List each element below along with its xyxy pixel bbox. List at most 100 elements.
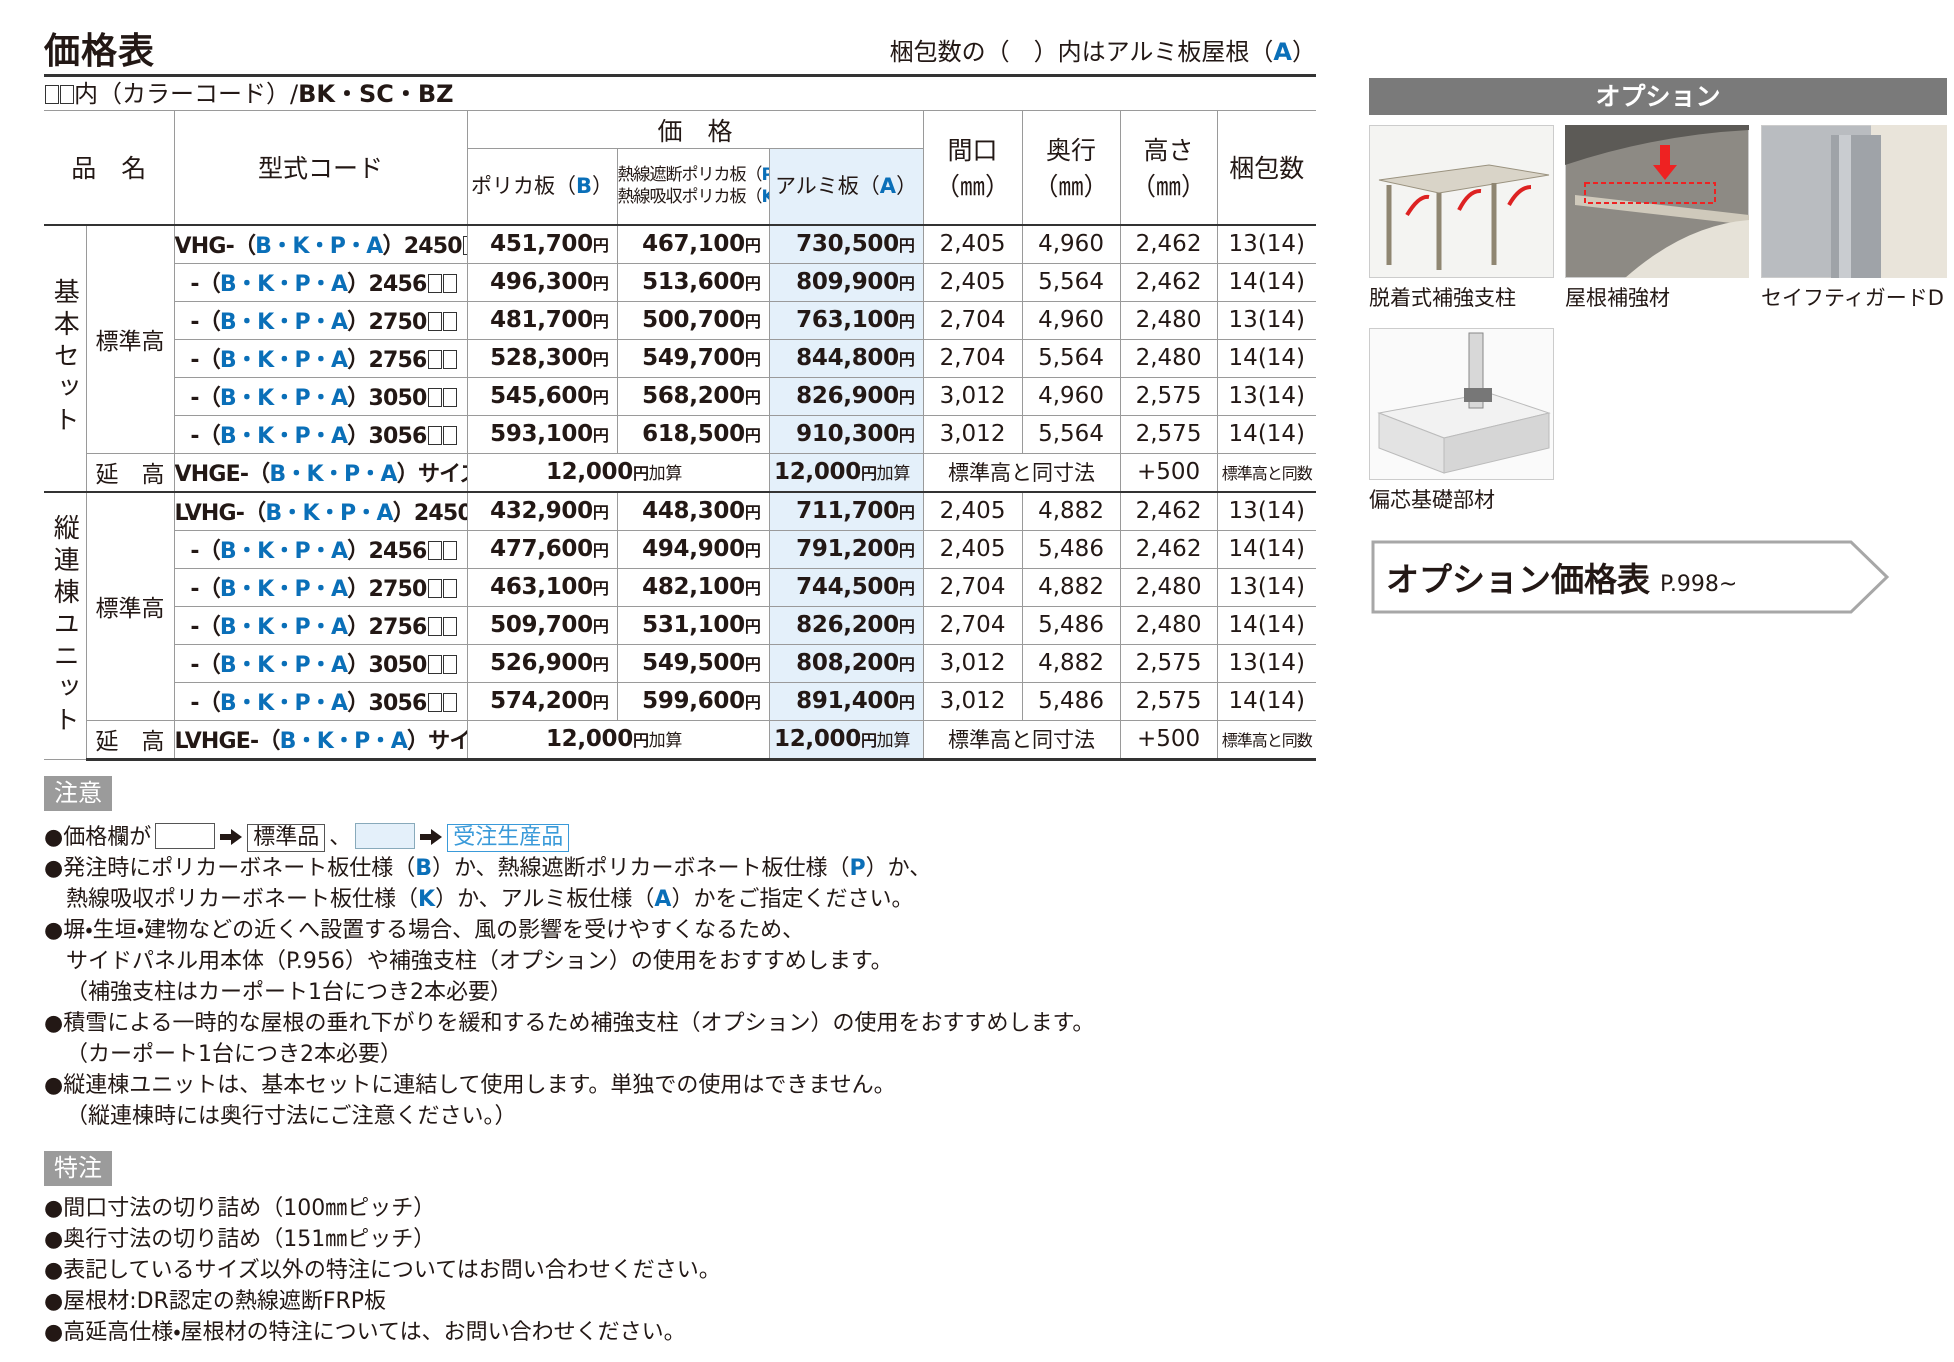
- pack: 14(14): [1228, 612, 1306, 638]
- color-box: [442, 388, 457, 407]
- price-cell: 574,200円: [466, 681, 618, 721]
- model-code: VHG-（: [174, 234, 256, 259]
- model-code: B・K・P・A: [219, 539, 348, 564]
- color-box: [60, 85, 74, 104]
- price-cell: 791,200円: [768, 529, 924, 569]
- title: 価格表: [44, 31, 156, 72]
- height-cell: 2,462: [1119, 262, 1218, 302]
- currency: 円: [592, 236, 609, 255]
- pack: 13(14): [1228, 498, 1306, 524]
- group-name: 基本セット: [49, 278, 80, 438]
- pack-cell: 13(14): [1216, 300, 1317, 340]
- price: 826,200: [796, 612, 899, 638]
- model-code: -（: [190, 539, 220, 564]
- currency: 円: [898, 236, 915, 255]
- price: 494,900: [642, 536, 745, 562]
- price: 451,700: [490, 231, 593, 257]
- width-cell: 2,704: [922, 338, 1023, 378]
- height-cell: 2,575: [1119, 681, 1218, 721]
- option-link-page[interactable]: P.998~: [1660, 572, 1738, 597]
- price: 482,100: [642, 574, 745, 600]
- subgroup-cell: 標準高: [85, 223, 175, 454]
- code-cell: VHG-（B・K・P・A）2450: [173, 223, 468, 264]
- color-code-line: 内（カラーコード）/BK・SC・BZ: [44, 78, 454, 110]
- currency: 円: [592, 388, 609, 407]
- header-depth: （㎜）: [1033, 172, 1109, 202]
- price: 467,100: [642, 231, 745, 257]
- legend-prefix: ●価格欄が: [44, 825, 152, 850]
- extended-row: 延 高LVHGE-（B・K・P・A）サイズ12,000円加算12,000円加算標…: [44, 719, 1317, 761]
- price-cell: 500,700円: [616, 300, 770, 340]
- notes-label: 注意: [44, 776, 112, 811]
- pack: 14(14): [1228, 269, 1306, 295]
- model-code: -（: [190, 272, 220, 297]
- header-heat: P: [762, 165, 769, 185]
- option-link-label[interactable]: オプション価格表: [1386, 560, 1650, 599]
- price: 509,700: [490, 612, 593, 638]
- currency: 円: [898, 693, 915, 712]
- depth-cell: 5,564: [1021, 262, 1121, 302]
- price: 744,500: [796, 574, 899, 600]
- model-code: ）3050: [347, 386, 427, 411]
- pack-cell: 13(14): [1216, 643, 1317, 683]
- note-text: （縦連棟時には奥行寸法にご注意ください。）: [66, 1104, 517, 1129]
- option-image: [1369, 328, 1554, 480]
- height: +500: [1136, 726, 1201, 752]
- option-link-button[interactable]: [1371, 540, 1891, 614]
- model-code: ）2450: [382, 234, 463, 259]
- width: 2,405: [939, 498, 1006, 524]
- model-code: B・K・P・A: [219, 272, 348, 297]
- price: 448,300: [642, 498, 745, 524]
- price: 568,200: [642, 383, 745, 409]
- price-cell: 826,900円: [768, 376, 924, 416]
- option-image: [1369, 125, 1554, 278]
- header-height: （㎜）: [1131, 172, 1207, 202]
- legend-swatch: [355, 823, 416, 849]
- header-row: 品 名 型式コード 価 格間口 （㎜） 奥行 （㎜） 高さ （㎜） 梱包数: [44, 110, 1317, 225]
- width-cell: 3,012: [922, 414, 1023, 454]
- model-code: LVHGE-（: [174, 729, 280, 754]
- color-box: [442, 274, 457, 293]
- width-cell: 2,704: [922, 567, 1023, 607]
- price-row: -（B・K・P・A）2750 463,100円 482,100円 744,500円 2,…: [44, 567, 1317, 607]
- depth: 5,486: [1038, 612, 1104, 638]
- color-box: [45, 85, 59, 104]
- note-text: ●縦連棟ユニットは、基本セットに連結して使用します。単独での使用はできません。: [44, 1073, 896, 1098]
- option-link[interactable]: オプション価格表 P.998~: [1386, 553, 1737, 601]
- width: 3,012: [939, 650, 1006, 676]
- price-cell: 481,700円: [466, 300, 618, 340]
- model-code: -（: [190, 310, 220, 335]
- pack: 13(14): [1228, 307, 1306, 333]
- model-code: B・K・P・A: [279, 729, 408, 754]
- color-box: [427, 541, 442, 560]
- price-row: -（B・K・P・A）3050 526,900円 549,500円 808,200円 3,…: [44, 643, 1317, 683]
- header-alu: ）: [896, 174, 918, 199]
- header-height: 高さ: [1143, 136, 1194, 166]
- price-row: 基本セット 標準高 VHG-（B・K・P・A）2450 451,700円 467,100…: [44, 223, 1317, 492]
- special-label: 特注: [44, 1151, 112, 1186]
- header-cell: 間口 （㎜）: [922, 110, 1023, 225]
- price: 12,000: [773, 459, 861, 485]
- model-code: ）3056: [347, 424, 427, 449]
- note-text: A: [654, 887, 672, 912]
- note-text: ●発注時にポリカーボネート板仕様（: [44, 856, 416, 881]
- package-note-text: 梱包数の（ ）内はアルミ板屋根（: [889, 38, 1274, 66]
- model-code: ）2750: [347, 310, 427, 335]
- depth-cell: 5,564: [1021, 338, 1121, 378]
- width: 3,012: [939, 688, 1006, 714]
- price: 791,200: [796, 536, 899, 562]
- price-row: -（B・K・P・A）2456 496,300円 513,600円 809,900円 2,…: [44, 262, 1317, 302]
- height-cell: +500: [1119, 452, 1218, 492]
- price-add: 加算: [648, 731, 683, 751]
- currency: 円: [592, 655, 609, 674]
- price-cell: 494,900円: [616, 529, 770, 569]
- currency: 円: [860, 464, 877, 483]
- price-cell: 526,900円: [466, 643, 618, 683]
- model-code: -（: [190, 615, 220, 640]
- height-cell: 2,480: [1119, 338, 1218, 378]
- note-text: B: [415, 856, 432, 881]
- model-code: ）2456: [347, 539, 427, 564]
- price: 531,100: [642, 612, 745, 638]
- note-text: ●奥行寸法の切り詰め（151㎜ピッチ）: [44, 1227, 436, 1252]
- depth-cell: 4,960: [1021, 300, 1121, 340]
